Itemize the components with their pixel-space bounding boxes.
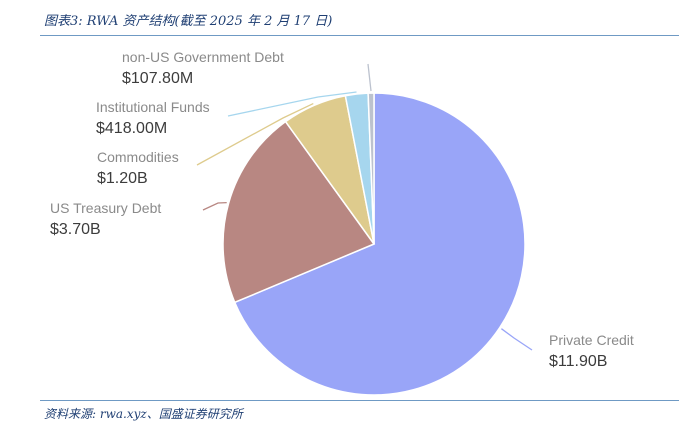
pie-slice-us-treasury-debt xyxy=(222,120,376,304)
leader-line-us-treasury-debt xyxy=(202,201,227,211)
slice-label-institutional-funds: Institutional Funds xyxy=(96,99,210,115)
bottom-rule xyxy=(40,400,679,401)
figure-title: 图表3: RWA 资产结构(截至 2025 年 2 月 17 日) xyxy=(44,14,333,29)
top-rule xyxy=(40,35,679,36)
slice-label-commodities: Commodities xyxy=(97,149,179,165)
slice-value-private-credit: $11.90B xyxy=(549,353,607,370)
leader-line-non-us-government-debt xyxy=(367,63,372,92)
slice-value-us-treasury-debt: $3.70B xyxy=(50,221,101,238)
slice-value-commodities: $1.20B xyxy=(97,170,148,187)
leader-line-commodities xyxy=(196,103,314,166)
source-note: 资料来源: rwa.xyz、国盛证券研究所 xyxy=(44,407,243,421)
slice-label-us-treasury-debt: US Treasury Debt xyxy=(50,200,161,216)
leader-line-private-credit xyxy=(501,328,533,351)
pie-slice-non-us-government-debt xyxy=(367,92,375,245)
slice-label-non-us-government-debt: non-US Government Debt xyxy=(122,49,284,65)
pie-slice-private-credit xyxy=(233,92,526,396)
leader-line-institutional-funds xyxy=(227,91,357,117)
slice-value-non-us-government-debt: $107.80M xyxy=(122,70,193,87)
slice-value-institutional-funds: $418.00M xyxy=(96,120,167,137)
slice-label-private-credit: Private Credit xyxy=(549,332,634,348)
